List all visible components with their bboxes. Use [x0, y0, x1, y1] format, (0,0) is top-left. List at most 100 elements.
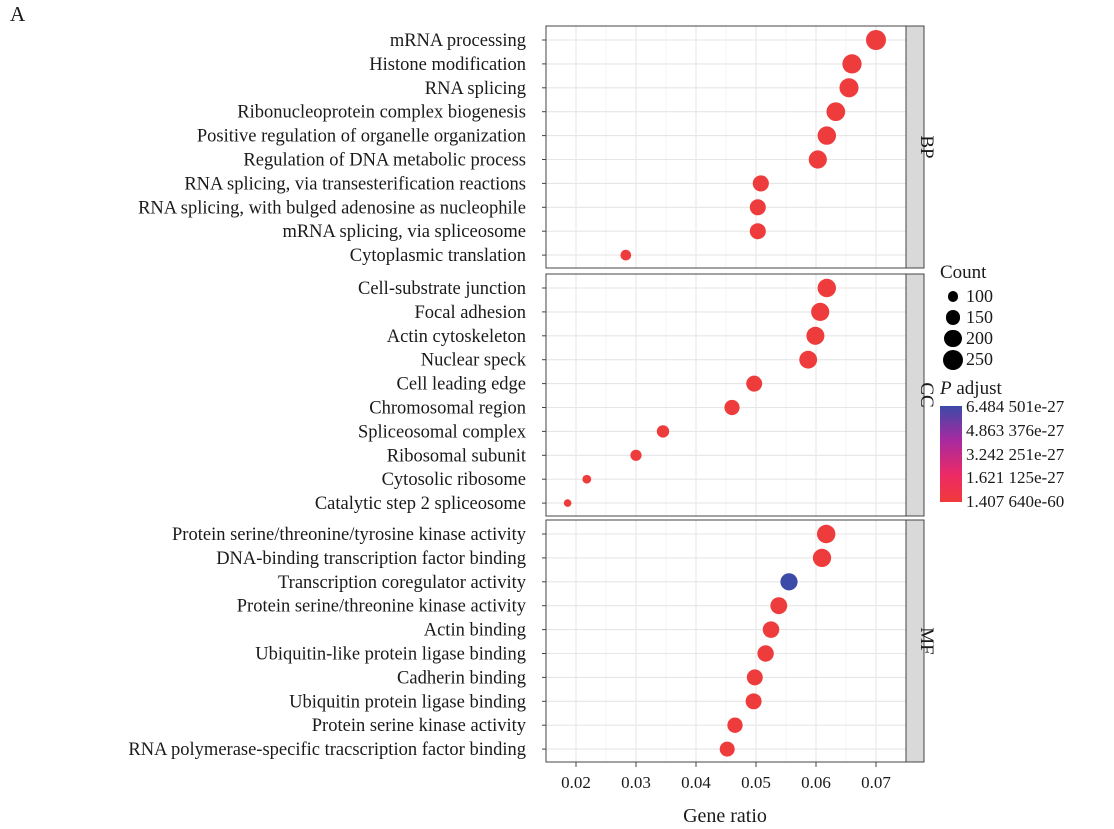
term-label: Chromosomal region	[369, 399, 526, 419]
count-legend-label: 100	[966, 286, 993, 306]
count-legend-label: 200	[966, 328, 993, 348]
facet-cc: CC Cell-substrate junction Focal adhesion A…	[315, 273, 937, 517]
facet-bp: BP mRNA processing Histone modification RNA…	[138, 25, 937, 269]
term-label: RNA splicing	[425, 79, 526, 99]
data-point	[746, 375, 763, 392]
term-label: RNA splicing, via transesterification re…	[184, 174, 526, 194]
data-point	[770, 597, 788, 615]
term-label: Ribonucleoprotein complex biogenesis	[237, 103, 526, 123]
term-label: Focal adhesion	[415, 303, 527, 323]
data-point	[757, 645, 774, 662]
facet-strip-label: BP	[916, 135, 937, 158]
data-point	[799, 350, 818, 369]
data-point	[842, 54, 862, 74]
data-point	[752, 175, 769, 192]
data-point	[826, 102, 846, 122]
term-label: Ubiquitin-like protein ligase binding	[255, 645, 526, 665]
facet-panels: BP mRNA processing Histone modification RNA…	[128, 25, 937, 763]
colorbar-tick-label: 6.484 501e-27	[966, 397, 1065, 416]
data-point	[866, 30, 886, 50]
data-point	[630, 449, 642, 461]
padjust-legend-title: P adjust	[940, 378, 1002, 399]
padjust-colorbar: 6.484 501e-27 4.863 376e-27 3.242 251e-27 1…	[940, 398, 1110, 510]
term-label: Regulation of DNA metabolic process	[243, 151, 526, 171]
term-label: Cadherin binding	[397, 668, 526, 688]
term-label: Protein serine kinase activity	[312, 716, 527, 736]
data-point	[724, 399, 740, 416]
facet-strip-label: CC	[916, 382, 937, 407]
data-point	[839, 78, 859, 98]
panel-label: A	[10, 2, 26, 26]
facet-strip	[905, 25, 925, 269]
data-point	[620, 249, 632, 261]
count-legend-symbol	[947, 291, 959, 302]
x-axis-label: Gene ratio	[683, 805, 767, 827]
term-label: Cytosolic ribosome	[382, 470, 526, 490]
x-tick-label: 0.03	[621, 773, 651, 792]
term-label: Protein serine/threonine kinase activity	[237, 597, 527, 617]
count-legend-label: 250	[966, 349, 993, 369]
data-point	[808, 150, 827, 169]
term-label: RNA polymerase-specific tracscription fa…	[128, 740, 526, 760]
term-label: Spliceosomal complex	[358, 422, 527, 442]
count-legend-symbol	[944, 329, 962, 348]
term-label: Protein serine/threonine/tyrosine kinase…	[172, 525, 527, 545]
count-legend-item: 250	[940, 349, 1110, 370]
term-label: Catalytic step 2 spliceosome	[315, 494, 526, 514]
colorbar-ticks: 6.484 501e-27 4.863 376e-27 3.242 251e-27 1…	[966, 398, 1064, 510]
data-point	[727, 717, 743, 733]
count-legend-symbol	[943, 349, 963, 370]
term-label: Ubiquitin protein ligase binding	[289, 692, 526, 712]
colorbar-gradient	[940, 406, 962, 502]
data-point	[817, 278, 837, 298]
term-label: mRNA splicing, via spliceosome	[282, 222, 526, 242]
count-legend: 100 150 200 250	[940, 286, 1110, 370]
data-point	[749, 199, 766, 216]
x-tick-label: 0.02	[561, 773, 591, 792]
colorbar-tick-label: 3.242 251e-27	[966, 444, 1065, 464]
facet-mf: MF Protein serine/threonine/tyrosine kina…	[128, 519, 937, 763]
data-point	[812, 548, 832, 568]
term-label: Transcription coregulator activity	[278, 573, 527, 593]
term-label: Histone modification	[369, 55, 526, 75]
term-label: Cell-substrate junction	[358, 279, 526, 299]
x-tick-label: 0.07	[861, 773, 891, 792]
term-label: Cell leading edge	[397, 375, 526, 395]
data-point	[780, 573, 798, 591]
facet-strip-label: MF	[916, 627, 937, 654]
facet-strip	[905, 519, 925, 763]
count-legend-item: 200	[940, 328, 1110, 349]
data-point	[811, 302, 830, 321]
data-point	[762, 621, 780, 638]
term-label: DNA-binding transcription factor binding	[216, 549, 526, 569]
data-point	[746, 669, 763, 686]
count-legend-item: 150	[940, 307, 1110, 328]
x-tick-label: 0.05	[741, 773, 771, 792]
term-label: Ribosomal subunit	[387, 446, 527, 466]
data-point	[806, 326, 825, 345]
data-point	[749, 223, 766, 240]
term-label: Nuclear speck	[421, 351, 527, 371]
x-tick-label: 0.06	[801, 773, 831, 792]
term-label: Cytoplasmic translation	[350, 246, 526, 266]
count-legend-symbol	[945, 310, 961, 325]
data-point	[816, 524, 836, 544]
data-point	[582, 474, 592, 484]
legend: Count 100 150 200 250 P adjust 6.484 501e-2…	[940, 262, 1110, 510]
data-point	[656, 425, 670, 438]
count-legend-label: 150	[966, 307, 993, 327]
data-point	[563, 499, 572, 507]
term-label: mRNA processing	[390, 31, 526, 51]
data-point	[745, 693, 762, 710]
term-label: Actin binding	[424, 621, 526, 641]
term-label: Positive regulation of organelle organiz…	[197, 127, 526, 147]
facet-strip	[905, 273, 925, 517]
term-label: RNA splicing, with bulged adenosine as n…	[138, 198, 526, 218]
data-point	[719, 741, 735, 757]
colorbar-tick-label: 4.863 376e-27	[966, 420, 1065, 440]
count-legend-item: 100	[940, 286, 1110, 307]
data-point	[817, 126, 837, 145]
x-tick-label: 0.04	[681, 773, 711, 792]
count-legend-title: Count	[940, 262, 987, 283]
